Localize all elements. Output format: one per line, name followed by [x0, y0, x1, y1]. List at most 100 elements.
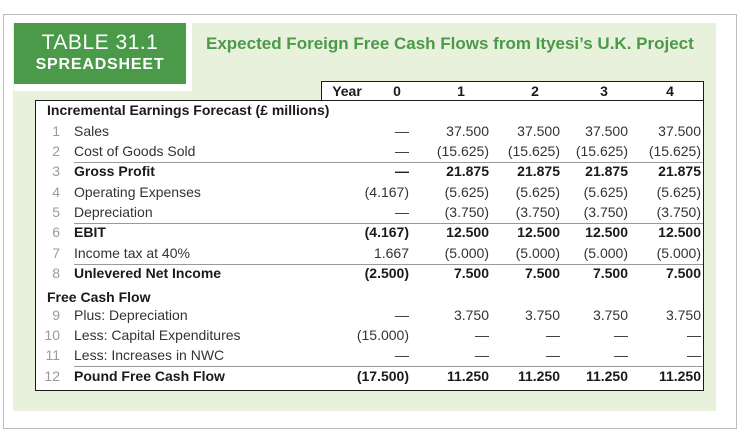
- table-number-badge: TABLE 31.1 SPREADSHEET: [14, 23, 186, 84]
- cell-year-0: 1.667: [373, 245, 409, 261]
- row-number: 5: [52, 204, 60, 220]
- table-row: 3 Gross Profit — 21.875 21.875 21.875 21…: [36, 163, 703, 183]
- cell-year-1: —: [475, 347, 489, 363]
- cell-year-0: (4.167): [364, 224, 409, 240]
- badge-separator: [186, 23, 192, 91]
- cell-year-4: —: [687, 347, 701, 363]
- cell-year-2: 3.750: [524, 307, 560, 323]
- cell-year-4: (3.750): [656, 204, 701, 220]
- badge-separator-bottom: [14, 84, 192, 91]
- table-row: 10 Less: Capital Expenditures (15.000) —…: [36, 327, 703, 347]
- cell-year-2: —: [546, 347, 560, 363]
- cell-year-1: 7.500: [453, 265, 489, 281]
- cell-year-3: (5.000): [583, 245, 628, 261]
- cash-flow-table: Incremental Earnings Forecast (£ million…: [35, 100, 704, 391]
- row-number: 7: [52, 245, 60, 261]
- row-number: 11: [45, 347, 60, 363]
- total-rule: [74, 366, 703, 367]
- cell-year-4: (5.000): [656, 245, 701, 261]
- row-number: 9: [52, 307, 60, 323]
- cell-year-2: 12.500: [517, 224, 560, 240]
- cell-year-4: 11.250: [658, 368, 701, 384]
- row-number: 12: [44, 368, 60, 384]
- cell-year-3: —: [614, 327, 628, 343]
- year-header-row: Year 0 1 2 3 4: [322, 82, 703, 102]
- row-label: Income tax at 40%: [74, 245, 190, 261]
- cell-year-0: —: [395, 143, 409, 159]
- cell-year-1: —: [475, 327, 489, 343]
- cell-year-4: (15.625): [648, 143, 701, 159]
- year-header: Year 0 1 2 3 4: [321, 81, 704, 102]
- table-title: Expected Foreign Free Cash Flows from It…: [206, 34, 694, 53]
- year-3: 3: [600, 83, 608, 99]
- cell-year-0: (4.167): [364, 184, 409, 200]
- section-title-free-cash-flow: Free Cash Flow: [47, 289, 151, 305]
- table-row: 11 Less: Increases in NWC — — — — —: [36, 347, 703, 367]
- year-1: 1: [457, 83, 465, 99]
- table-row: 1 Sales — 37.500 37.500 37.500 37.500: [36, 123, 703, 143]
- table-row: 7 Income tax at 40% 1.667 (5.000) (5.000…: [36, 245, 703, 265]
- cell-year-4: 12.500: [658, 224, 701, 240]
- row-number: 2: [52, 143, 60, 159]
- table-number: TABLE 31.1: [41, 31, 159, 54]
- row-label: Less: Increases in NWC: [74, 347, 225, 363]
- row-label: Depreciation: [74, 204, 153, 220]
- cell-year-3: (3.750): [583, 204, 628, 220]
- year-label: Year: [332, 83, 362, 99]
- year-2: 2: [531, 83, 539, 99]
- subtotal-rule: [74, 162, 703, 163]
- cell-year-0: —: [395, 123, 409, 139]
- row-label: Plus: Depreciation: [74, 307, 188, 323]
- cell-year-1: 12.500: [446, 224, 489, 240]
- cell-year-3: (15.625): [575, 143, 628, 159]
- row-label: EBIT: [74, 224, 106, 240]
- table-row: 12 Pound Free Cash Flow (17.500) 11.250 …: [36, 368, 703, 388]
- cell-year-0: —: [395, 204, 409, 220]
- year-0: 0: [393, 83, 401, 99]
- cell-year-4: 21.875: [658, 163, 701, 179]
- cell-year-2: 37.500: [517, 123, 560, 139]
- cell-year-2: 7.500: [524, 265, 560, 281]
- row-label: Pound Free Cash Flow: [74, 368, 225, 384]
- year-4: 4: [666, 83, 674, 99]
- cell-year-4: 7.500: [665, 265, 701, 281]
- cell-year-3: 21.875: [585, 163, 628, 179]
- cell-year-0: —: [395, 307, 409, 323]
- table-row: 9 Plus: Depreciation — 3.750 3.750 3.750…: [36, 307, 703, 327]
- cell-year-4: 3.750: [665, 307, 701, 323]
- cell-year-1: 3.750: [453, 307, 489, 323]
- cell-year-1: (15.625): [436, 143, 489, 159]
- cell-year-0: (15.000): [356, 327, 409, 343]
- cell-year-1: (3.750): [444, 204, 489, 220]
- table-row: 6 EBIT (4.167) 12.500 12.500 12.500 12.5…: [36, 224, 703, 244]
- cell-year-0: (17.500): [356, 368, 409, 384]
- subtotal-rule: [74, 264, 703, 265]
- subtotal-rule: [74, 223, 703, 224]
- cell-year-3: 11.250: [585, 368, 628, 384]
- cell-year-2: —: [546, 327, 560, 343]
- row-label: Operating Expenses: [74, 184, 201, 200]
- cell-year-2: 11.250: [517, 368, 560, 384]
- table-type: SPREADSHEET: [35, 56, 165, 73]
- row-number: 10: [44, 327, 60, 343]
- table-row: 2 Cost of Goods Sold — (15.625) (15.625)…: [36, 143, 703, 163]
- row-number: 3: [52, 163, 60, 179]
- cell-year-1: 11.250: [446, 368, 489, 384]
- cell-year-2: 21.875: [517, 163, 560, 179]
- row-label: Unlevered Net Income: [74, 265, 222, 281]
- table-row: 8 Unlevered Net Income (2.500) 7.500 7.5…: [36, 265, 703, 285]
- table-row: 5 Depreciation — (3.750) (3.750) (3.750)…: [36, 204, 703, 224]
- row-number: 4: [52, 184, 60, 200]
- cell-year-4: —: [687, 327, 701, 343]
- cell-year-1: 21.875: [446, 163, 489, 179]
- cell-year-3: 7.500: [592, 265, 628, 281]
- row-label: Sales: [74, 123, 110, 139]
- table-row: 4 Operating Expenses (4.167) (5.625) (5.…: [36, 184, 703, 204]
- cell-year-0: —: [395, 347, 409, 363]
- cell-year-3: (5.625): [583, 184, 628, 200]
- cell-year-2: (5.625): [515, 184, 560, 200]
- cell-year-3: —: [614, 347, 628, 363]
- cell-year-0: —: [395, 163, 409, 179]
- cell-year-2: (15.625): [507, 143, 560, 159]
- section-title-earnings: Incremental Earnings Forecast (£ million…: [47, 102, 330, 118]
